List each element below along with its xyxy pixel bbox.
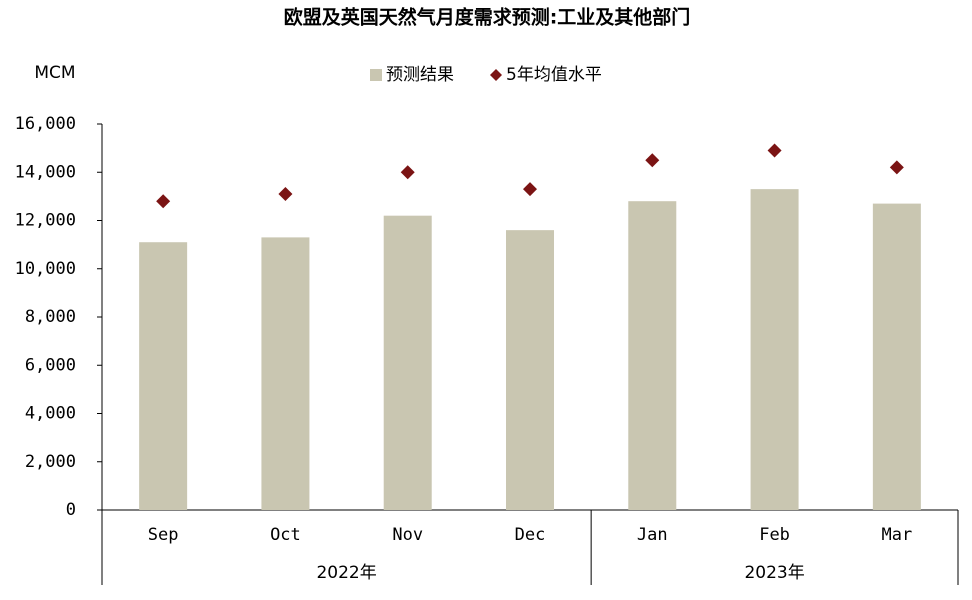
bar <box>383 215 432 511</box>
bar <box>872 203 921 511</box>
diamond-marker <box>767 143 782 158</box>
x-tick-label: Oct <box>270 525 301 545</box>
y-tick-label: 10,000 <box>15 259 76 279</box>
x-tick-label: Nov <box>392 525 423 545</box>
y-tick-label: 0 <box>66 500 76 520</box>
bar <box>506 230 554 510</box>
bar <box>139 242 188 510</box>
x-tick-label: Mar <box>881 525 912 545</box>
legend-swatch <box>490 69 502 81</box>
y-tick-label: 6,000 <box>25 355 76 375</box>
y-tick-label: 16,000 <box>15 114 76 134</box>
diamond-marker <box>278 186 293 201</box>
diamond-marker <box>156 194 171 209</box>
y-tick-label: 2,000 <box>25 452 76 472</box>
diamond-marker <box>889 160 904 175</box>
diamond-marker <box>523 182 537 197</box>
y-tick-label: 8,000 <box>25 307 76 327</box>
chart-title: 欧盟及英国天然气月度需求预测:工业及其他部门 <box>284 6 691 29</box>
y-tick-label: 14,000 <box>15 162 76 182</box>
diamond-marker <box>400 165 415 180</box>
y-axis-label: MCM <box>34 63 75 83</box>
bar <box>750 189 799 510</box>
y-tick-label: 12,000 <box>15 211 76 231</box>
legend-label: 5年均值水平 <box>506 65 602 85</box>
legend-swatch <box>370 69 382 81</box>
bar <box>628 201 677 510</box>
x-tick-label: Sep <box>148 525 179 545</box>
group-label: 2022年 <box>316 563 376 583</box>
legend-label: 预测结果 <box>386 65 454 85</box>
x-tick-label: Jan <box>637 525 668 545</box>
group-label: 2023年 <box>744 563 804 583</box>
diamond-marker <box>645 153 660 168</box>
x-tick-label: Dec <box>515 525 546 545</box>
x-tick-label: Feb <box>759 525 790 545</box>
y-tick-label: 4,000 <box>25 404 76 424</box>
bar <box>261 237 310 510</box>
